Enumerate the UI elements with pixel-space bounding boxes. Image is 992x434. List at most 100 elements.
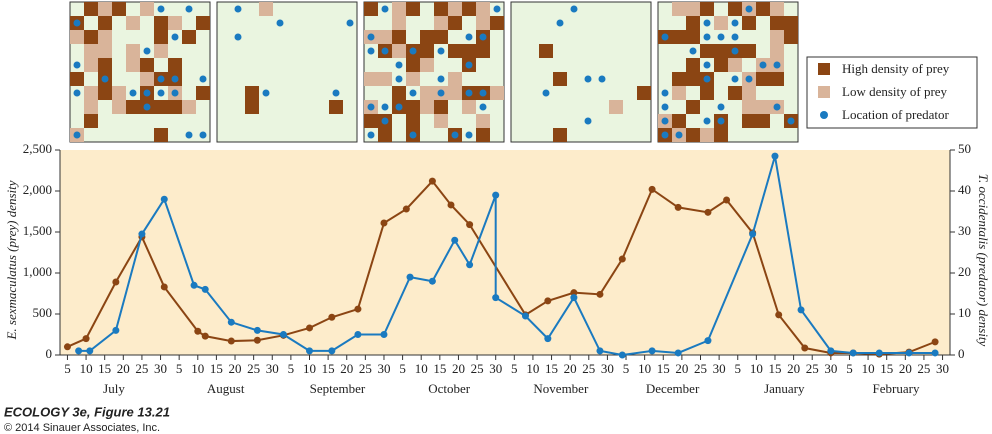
high-prey-cell	[686, 16, 700, 30]
low-prey-cell	[476, 16, 490, 30]
data-point	[86, 347, 94, 355]
low-prey-cell	[364, 72, 378, 86]
low-prey-cell	[378, 30, 392, 44]
month-label: August	[207, 381, 245, 396]
data-point	[279, 331, 287, 338]
data-point	[328, 313, 336, 321]
high-prey-cell	[742, 114, 756, 128]
low-prey-cell	[392, 2, 406, 16]
x-tick-label: 30	[601, 361, 614, 376]
high-prey-cell	[714, 128, 728, 142]
predator-dot	[234, 5, 242, 13]
low-prey-cell	[448, 86, 462, 100]
x-tick-label: 5	[623, 361, 630, 376]
data-point	[648, 347, 656, 355]
low-prey-cell	[476, 114, 490, 128]
high-prey-cell	[126, 100, 140, 114]
x-tick-label: 5	[288, 361, 295, 376]
data-point	[112, 326, 120, 334]
x-tick-label: 20	[229, 361, 242, 376]
x-tick-label: 15	[210, 361, 223, 376]
data-point	[466, 261, 474, 269]
predator-dot	[157, 89, 165, 97]
low-prey-cell	[84, 86, 98, 100]
x-tick-label: 5	[399, 361, 406, 376]
predator-dot	[276, 19, 284, 27]
predator-dot	[465, 61, 473, 69]
predator-dot	[73, 89, 81, 97]
high-prey-cell	[784, 30, 798, 44]
x-tick-label: 25	[582, 361, 595, 376]
high-prey-cell	[770, 72, 784, 86]
x-tick-label: 5	[734, 361, 741, 376]
predator-dot	[73, 131, 81, 139]
predator-dot	[717, 117, 725, 125]
predator-dot	[717, 33, 725, 41]
x-tick-label: 10	[191, 361, 204, 376]
low-prey-cell	[182, 100, 196, 114]
predator-dot	[731, 33, 739, 41]
x-tick-label: 20	[340, 361, 353, 376]
high-prey-cell	[182, 30, 196, 44]
high-prey-cell	[770, 16, 784, 30]
y2-tick-label: 20	[958, 264, 971, 279]
data-point	[771, 152, 779, 160]
predator-dot	[367, 131, 375, 139]
high-prey-cell	[448, 16, 462, 30]
predator-dot	[493, 5, 501, 13]
x-tick-label: 30	[154, 361, 167, 376]
data-point	[521, 312, 529, 320]
high-prey-cell	[476, 128, 490, 142]
legend-swatch	[818, 86, 830, 98]
map-panel	[510, 1, 652, 143]
low-prey-cell	[672, 86, 686, 100]
predator-dot	[381, 117, 389, 125]
high-prey-cell	[672, 30, 686, 44]
caption-title: ECOLOGY 3e, Figure 13.21	[4, 404, 170, 419]
y-tick-label: 2,500	[23, 141, 52, 156]
high-prey-cell	[686, 100, 700, 114]
high-prey-cell	[672, 72, 686, 86]
low-prey-cell	[770, 30, 784, 44]
high-prey-cell	[406, 114, 420, 128]
low-prey-cell	[98, 2, 112, 16]
low-prey-cell	[672, 2, 686, 16]
predator-dot	[773, 103, 781, 111]
x-tick-label: 25	[471, 361, 484, 376]
y-tick-label: 2,000	[23, 182, 52, 197]
data-point	[674, 349, 682, 357]
high-prey-cell	[553, 72, 567, 86]
legend-label: Location of predator	[842, 107, 950, 122]
data-point	[328, 347, 336, 355]
legend-label: High density of prey	[842, 61, 950, 76]
x-tick-label: 5	[64, 361, 71, 376]
low-prey-cell	[126, 58, 140, 72]
data-point	[492, 294, 500, 302]
predator-dot	[661, 131, 669, 139]
high-prey-cell	[84, 114, 98, 128]
high-prey-cell	[196, 16, 210, 30]
map-panel	[216, 1, 358, 143]
low-prey-cell	[126, 44, 140, 58]
x-tick-label: 30	[489, 361, 502, 376]
data-point	[749, 230, 757, 238]
high-prey-cell	[686, 30, 700, 44]
data-point	[428, 177, 436, 185]
predator-dot	[584, 117, 592, 125]
predator-dot	[661, 89, 669, 97]
predator-dot	[703, 75, 711, 83]
predator-dot	[717, 103, 725, 111]
x-tick-label: 10	[526, 361, 539, 376]
high-prey-cell	[70, 72, 84, 86]
data-point	[931, 349, 939, 357]
high-prey-cell	[742, 44, 756, 58]
high-prey-cell	[434, 30, 448, 44]
x-tick-label: 10	[638, 361, 651, 376]
x-tick-label: 15	[433, 361, 446, 376]
low-prey-cell	[378, 72, 392, 86]
low-prey-cell	[112, 86, 126, 100]
predator-dot	[661, 117, 669, 125]
y2-tick-label: 40	[958, 182, 971, 197]
predator-dot	[731, 19, 739, 27]
low-prey-cell	[462, 100, 476, 114]
